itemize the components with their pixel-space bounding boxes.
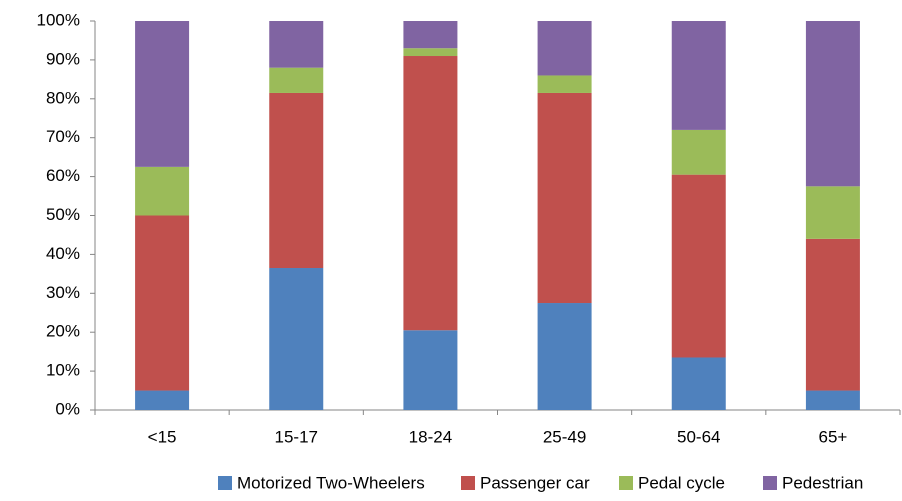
x-tick-label: 50-64 <box>677 427 720 446</box>
bar-segment <box>805 390 860 410</box>
bar-segment <box>135 390 190 410</box>
legend-label: Motorized Two-Wheelers <box>237 473 425 492</box>
bar-segment <box>403 56 458 331</box>
bar-segment <box>805 186 860 239</box>
bar-segment <box>805 21 860 187</box>
bar-segment <box>269 92 324 269</box>
y-tick-label: 100% <box>37 10 80 29</box>
y-tick-label: 30% <box>46 283 80 302</box>
bar-segment <box>537 92 592 304</box>
y-tick-label: 80% <box>46 88 80 107</box>
bar-segment <box>537 303 592 410</box>
bar-segment <box>537 21 592 76</box>
bar-segment <box>403 330 458 410</box>
x-tick-label: 15-17 <box>275 427 318 446</box>
bar-segment <box>671 21 726 130</box>
bar-segment <box>805 238 860 391</box>
legend-swatch <box>763 476 777 490</box>
bar-segment <box>269 268 324 410</box>
y-tick-label: 40% <box>46 244 80 263</box>
bar-segment <box>671 174 726 358</box>
x-tick-label: 65+ <box>818 427 847 446</box>
y-tick-label: 90% <box>46 49 80 68</box>
y-tick-label: 60% <box>46 166 80 185</box>
legend-swatch <box>619 476 633 490</box>
bar-segment <box>135 215 190 391</box>
y-tick-label: 70% <box>46 127 80 146</box>
x-tick-label: <15 <box>148 427 177 446</box>
bar-segment <box>135 21 190 167</box>
bar-segment <box>269 67 324 93</box>
legend-label: Passenger car <box>480 473 590 492</box>
bar-segment <box>537 75 592 93</box>
bar-segment <box>671 357 726 410</box>
legend-swatch <box>218 476 232 490</box>
y-tick-label: 50% <box>46 205 80 224</box>
bar-segment <box>269 21 324 68</box>
bar-segment <box>403 48 458 57</box>
bar-segment <box>403 21 458 49</box>
legend-swatch <box>461 476 475 490</box>
bar-segment <box>135 166 190 216</box>
x-tick-label: 18-24 <box>409 427 452 446</box>
x-tick-label: 25-49 <box>543 427 586 446</box>
bar-segment <box>671 129 726 175</box>
legend-label: Pedal cycle <box>638 473 725 492</box>
y-tick-label: 10% <box>46 361 80 380</box>
y-tick-label: 20% <box>46 322 80 341</box>
legend-label: Pedestrian <box>782 473 863 492</box>
y-tick-label: 0% <box>55 399 80 418</box>
